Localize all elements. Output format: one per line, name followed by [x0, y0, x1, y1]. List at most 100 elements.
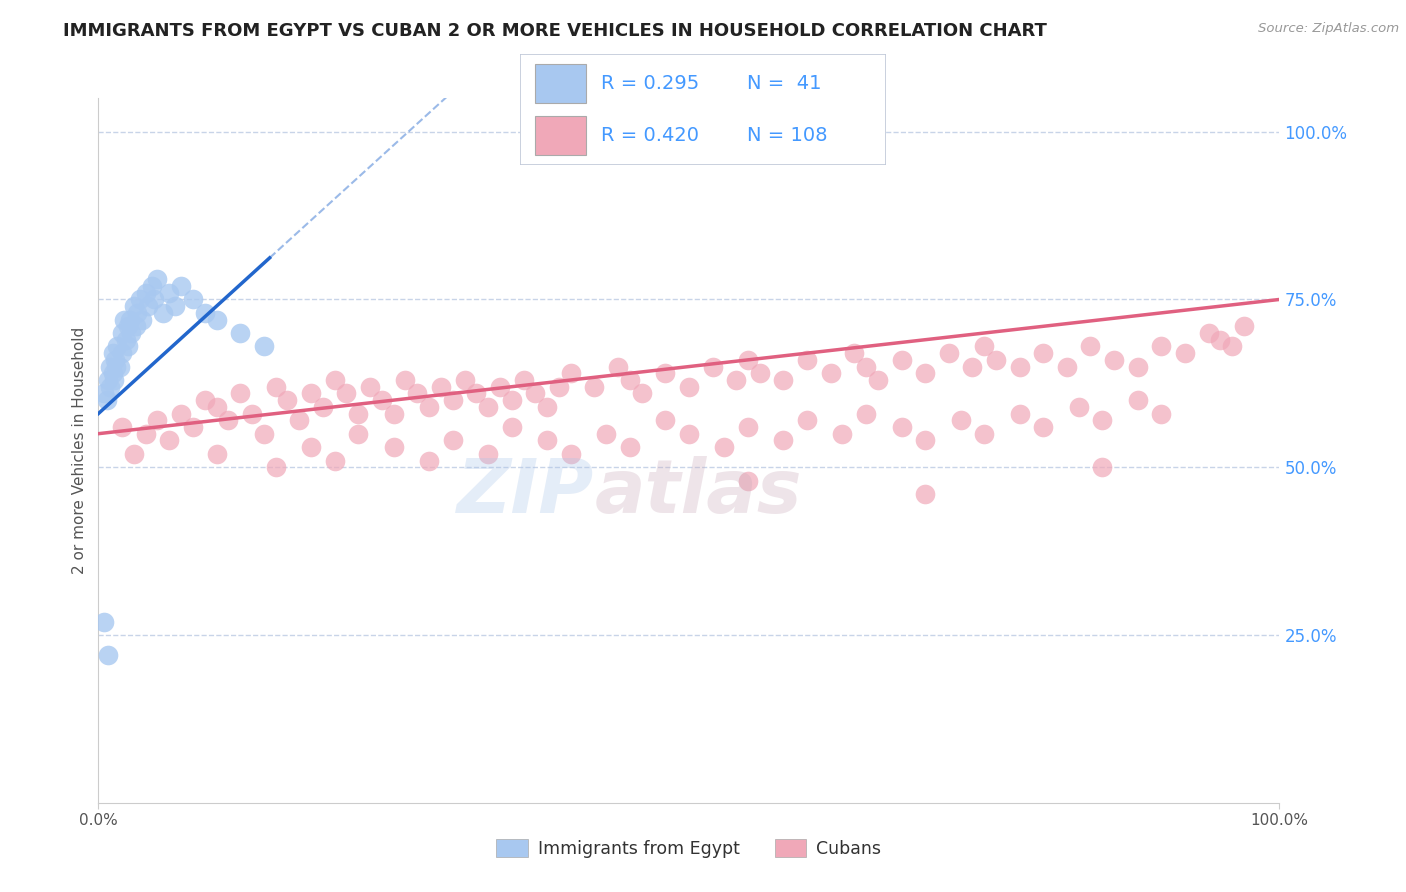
Point [984, 352, 1007, 367]
Point [122, 299, 145, 313]
Point [121, 326, 143, 340]
Point [1174, 346, 1197, 360]
Point [96, 393, 118, 408]
Point [477, 447, 499, 461]
Point [98, 380, 121, 394]
Point [240, 407, 263, 421]
Point [312, 400, 335, 414]
Point [441, 393, 464, 408]
Point [619, 440, 641, 454]
Point [170, 407, 193, 421]
Point [477, 400, 499, 414]
Point [323, 373, 346, 387]
Y-axis label: 2 or more Vehicles in Household: 2 or more Vehicles in Household [72, 326, 87, 574]
Point [264, 380, 287, 394]
Point [120, 312, 142, 326]
Point [97, 373, 120, 387]
Point [1150, 339, 1173, 353]
Point [406, 386, 429, 401]
Point [299, 440, 322, 454]
Point [103, 373, 125, 387]
Point [973, 426, 995, 441]
Point [737, 420, 759, 434]
Point [725, 373, 748, 387]
Point [112, 312, 135, 326]
Point [855, 359, 877, 374]
Point [205, 312, 228, 326]
Point [938, 346, 960, 360]
Point [1102, 352, 1125, 367]
Point [441, 434, 464, 448]
Point [536, 400, 558, 414]
Point [548, 380, 571, 394]
Point [678, 426, 700, 441]
Point [157, 285, 180, 300]
Point [111, 346, 134, 360]
Point [347, 426, 370, 441]
Text: N =  41: N = 41 [747, 73, 821, 93]
Point [418, 453, 440, 467]
Point [619, 373, 641, 387]
Point [114, 333, 136, 347]
Point [1126, 393, 1149, 408]
Point [101, 346, 124, 360]
Point [583, 380, 606, 394]
Point [595, 426, 617, 441]
Point [1091, 460, 1114, 475]
Text: IMMIGRANTS FROM EGYPT VS CUBAN 2 OR MORE VEHICLES IN HOUSEHOLD CORRELATION CHART: IMMIGRANTS FROM EGYPT VS CUBAN 2 OR MORE… [63, 22, 1047, 40]
Point [1126, 359, 1149, 374]
Text: ZIP: ZIP [457, 456, 595, 529]
Bar [534, 63, 586, 103]
Point [1150, 407, 1173, 421]
Point [264, 460, 287, 475]
Point [796, 413, 818, 427]
Point [607, 359, 630, 374]
Point [229, 326, 252, 340]
Point [630, 386, 652, 401]
Point [253, 426, 276, 441]
Point [654, 413, 676, 427]
Point [108, 359, 131, 374]
Point [713, 440, 735, 454]
Point [949, 413, 972, 427]
Point [125, 319, 148, 334]
Point [93, 615, 115, 629]
Point [536, 434, 558, 448]
Point [820, 366, 842, 380]
Point [194, 393, 217, 408]
Point [217, 413, 239, 427]
Point [702, 359, 724, 374]
Point [382, 440, 405, 454]
Point [127, 306, 149, 320]
Point [122, 447, 145, 461]
Point [1080, 339, 1102, 353]
Point [323, 453, 346, 467]
Point [253, 339, 276, 353]
Point [430, 380, 453, 394]
Point [157, 434, 180, 448]
Point [796, 352, 818, 367]
Point [453, 373, 475, 387]
Point [131, 312, 153, 326]
Point [181, 293, 204, 307]
Point [117, 319, 139, 334]
Point [890, 352, 912, 367]
Point [914, 434, 936, 448]
Point [1067, 400, 1090, 414]
Point [772, 434, 794, 448]
Text: N = 108: N = 108 [747, 126, 827, 145]
Point [512, 373, 534, 387]
Point [831, 426, 853, 441]
Legend: Immigrants from Egypt, Cubans: Immigrants from Egypt, Cubans [489, 832, 889, 864]
Point [489, 380, 512, 394]
Point [501, 393, 523, 408]
Point [146, 272, 169, 286]
Point [136, 299, 159, 313]
Point [194, 306, 217, 320]
Point [205, 400, 228, 414]
Point [135, 426, 157, 441]
Point [101, 366, 124, 380]
Point [205, 447, 228, 461]
Point [142, 293, 165, 307]
Point [276, 393, 298, 408]
